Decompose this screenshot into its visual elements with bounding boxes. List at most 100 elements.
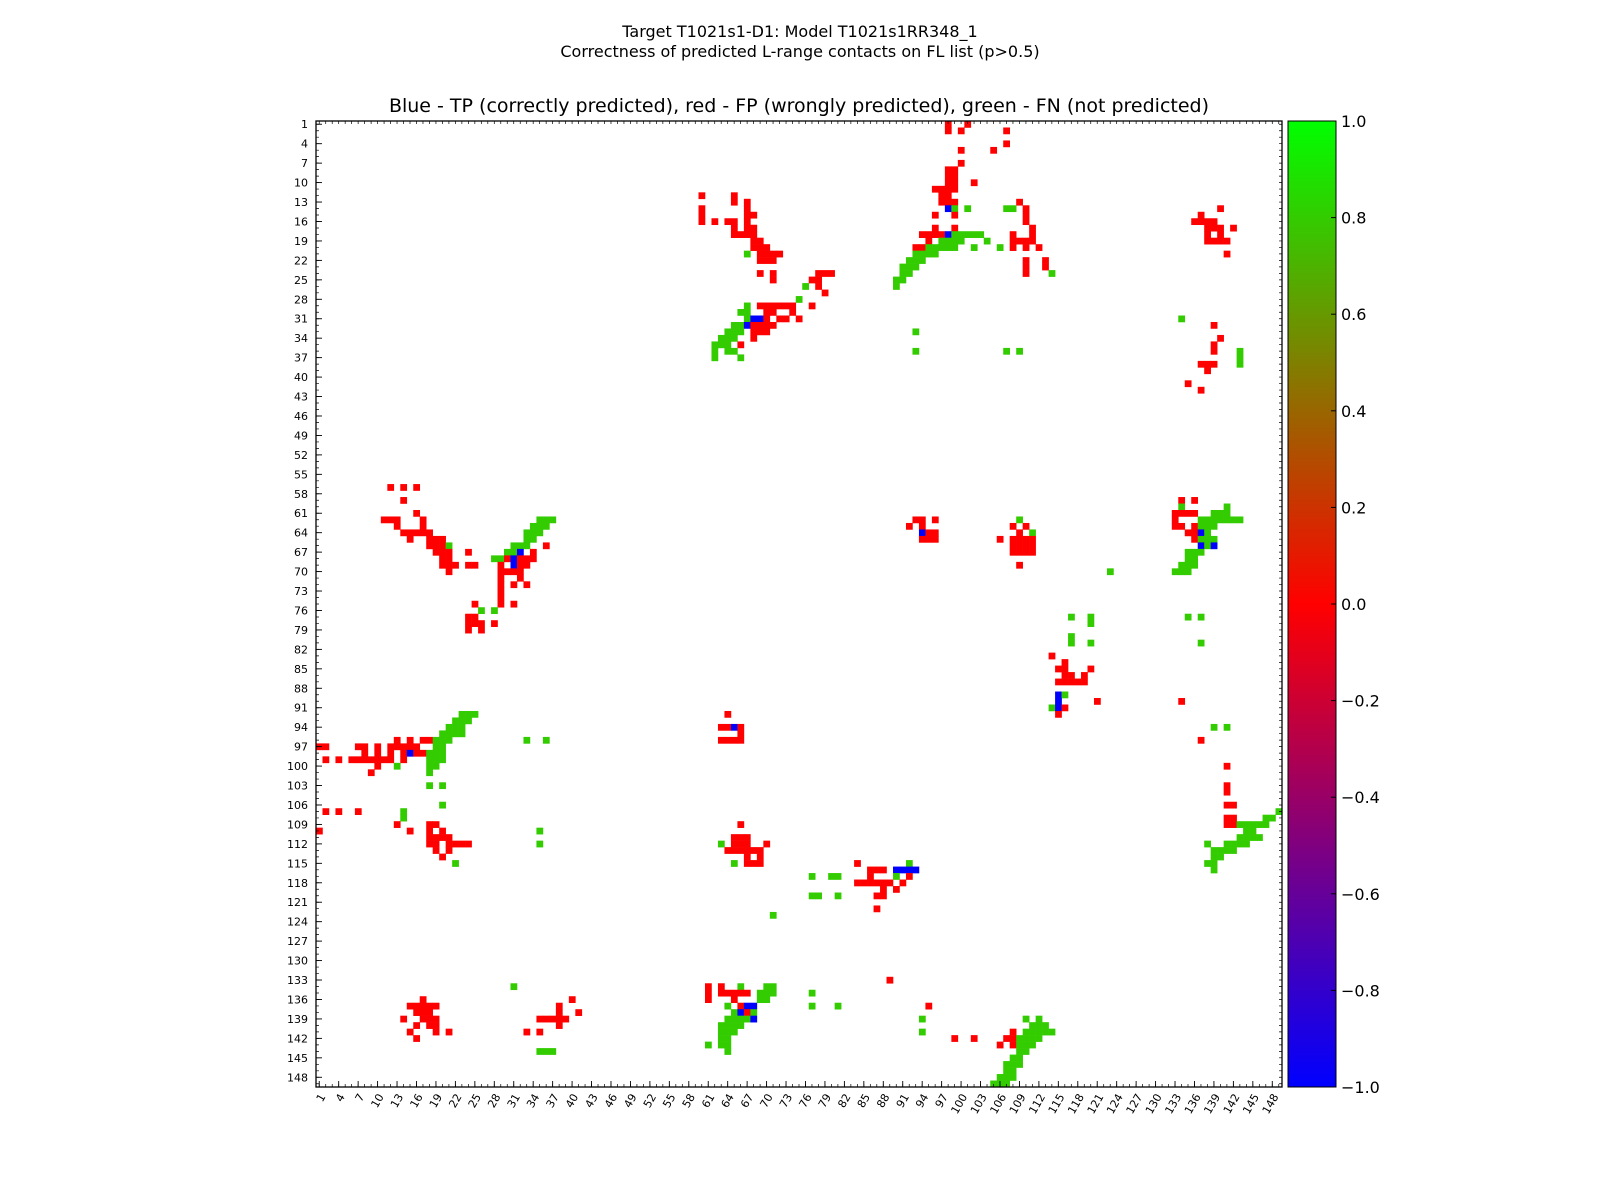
contact-cell-fn (938, 237, 946, 245)
contact-cell-fn (542, 1048, 550, 1055)
x-tick-label: 46 (602, 1092, 620, 1111)
contact-cell-fn (1236, 360, 1244, 368)
contact-cell-fn (743, 309, 751, 316)
contact-cell-fp (763, 840, 771, 848)
y-tick-label: 142 (287, 1032, 308, 1045)
contact-cell-fp (931, 516, 939, 524)
y-tick-label: 130 (287, 955, 308, 968)
contact-cell-fn (1016, 1061, 1023, 1068)
contact-cell-fp (1016, 529, 1023, 537)
contact-cell-fn (1184, 555, 1192, 563)
contact-cell-fn (439, 743, 446, 751)
contact-cell-fp (743, 211, 751, 219)
contact-cell-tp (516, 548, 524, 556)
contact-cell-fp (1223, 821, 1231, 828)
contact-cell-fp (821, 270, 829, 277)
contact-cell-fp (730, 224, 738, 232)
contact-cell-fn (724, 328, 732, 336)
contact-cell-fn (828, 873, 835, 880)
contact-cell-fp (750, 244, 758, 251)
contact-cell-fn (1217, 516, 1224, 524)
y-tick-label: 52 (294, 449, 308, 462)
contact-cell-fn (504, 548, 511, 556)
contact-cell-fp (426, 1015, 433, 1023)
contact-cell-fn (1230, 847, 1237, 854)
contact-cell-tp (510, 555, 518, 563)
contact-cell-fp (737, 840, 745, 848)
contact-cell-fn (905, 263, 913, 271)
contact-cell-tp (406, 749, 414, 757)
contact-cell-fp (1171, 509, 1179, 517)
contact-cell-fn (1087, 620, 1095, 627)
contact-cell-fn (893, 276, 900, 284)
contact-cell-fp (1210, 347, 1218, 355)
contact-cell-fp (1009, 237, 1017, 245)
contact-cell-fn (1210, 853, 1218, 861)
x-tick-label: 25 (466, 1092, 484, 1111)
contact-cell-fn (918, 257, 926, 264)
contact-cell-fp (445, 1028, 453, 1036)
contact-cell-fp (756, 860, 764, 867)
contact-cell-fp (743, 847, 751, 854)
contact-cell-fn (510, 542, 518, 550)
contact-cell-fn (1087, 639, 1095, 647)
contact-cell-fp (1022, 522, 1030, 530)
contact-cell-fn (1262, 821, 1270, 828)
contact-cell-fp (361, 749, 369, 757)
contact-cell-fn (1204, 840, 1211, 848)
contact-cell-fp (432, 1022, 440, 1029)
contact-cell-tp (750, 315, 758, 323)
contact-cell-fp (763, 328, 771, 336)
contact-cell-fn (1016, 1054, 1023, 1062)
contact-cell-fn (730, 860, 738, 867)
contact-cell-fn (957, 231, 965, 238)
contact-cell-fp (750, 321, 758, 329)
y-tick-label: 148 (287, 1071, 308, 1084)
contact-cell-fn (458, 717, 466, 725)
contact-cell-fn (452, 860, 459, 867)
y-tick-label: 145 (287, 1052, 308, 1065)
contact-cell-fn (899, 270, 907, 277)
contact-cell-fp (400, 484, 408, 491)
contact-cell-fn (516, 542, 524, 550)
contact-cell-fn (529, 529, 537, 537)
contact-cell-fp (964, 121, 972, 128)
x-tick-label: 7 (353, 1092, 368, 1105)
y-tick-label: 10 (294, 177, 308, 190)
contact-cell-fp (439, 548, 446, 556)
contact-cell-fp (873, 905, 881, 913)
contact-cell-fp (1223, 762, 1231, 770)
contact-cell-fn (426, 782, 433, 790)
contact-cell-fp (1191, 218, 1199, 226)
contact-cell-fp (374, 756, 382, 764)
contact-cell-fn (912, 328, 920, 336)
contact-cell-fp (828, 270, 835, 277)
contact-cell-fp (750, 237, 758, 245)
contact-cell-fp (789, 302, 797, 310)
contact-cell-fp (575, 1009, 583, 1016)
contact-cell-fp (1009, 542, 1017, 550)
contact-cell-fp (426, 834, 433, 841)
contact-cell-fp (821, 289, 829, 297)
contact-cell-fn (737, 354, 745, 362)
contact-cell-fp (1217, 205, 1224, 213)
contact-cell-fn (1068, 613, 1075, 621)
contact-cell-fp (439, 834, 446, 841)
contact-cell-fp (504, 555, 511, 563)
x-tick-label: 79 (816, 1092, 834, 1111)
x-tick-label: 145 (1240, 1092, 1262, 1117)
contact-cell-fp (756, 237, 764, 245)
contact-cell-fp (769, 270, 777, 277)
contact-cell-fp (743, 198, 751, 206)
contact-cell-fp (400, 743, 408, 751)
colorbar-tick-label: −0.4 (1341, 788, 1380, 807)
contact-cell-fn (737, 321, 745, 329)
contact-cell-fp (1217, 334, 1224, 342)
contact-cell-fp (730, 198, 738, 206)
contact-cell-fp (782, 302, 790, 310)
contact-cell-fp (1016, 548, 1023, 556)
contact-cell-fp (698, 218, 706, 226)
contact-cell-fp (730, 231, 738, 238)
contact-cell-fp (737, 736, 745, 744)
contact-cell-fn (1210, 516, 1218, 524)
